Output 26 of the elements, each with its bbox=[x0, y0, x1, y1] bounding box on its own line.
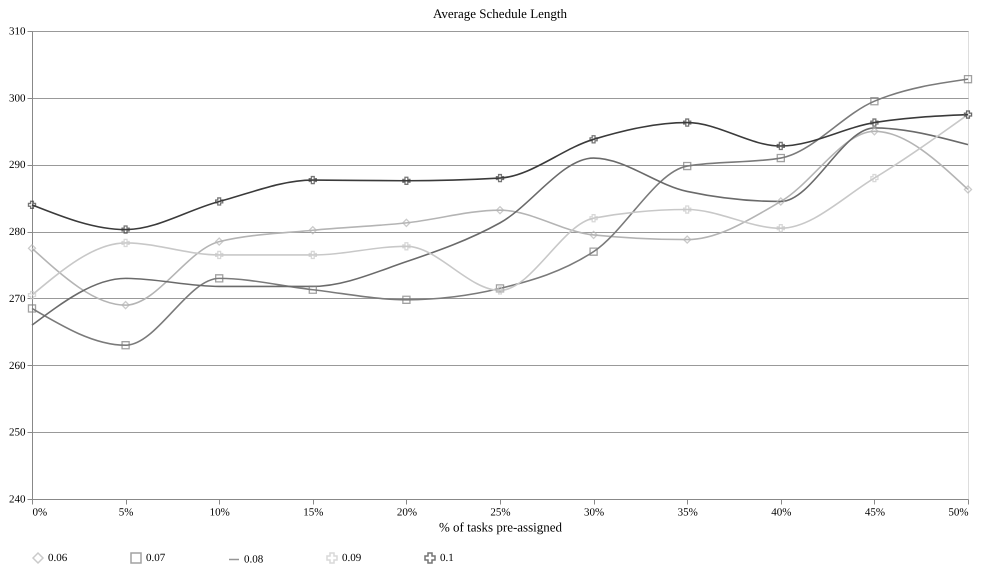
x-tick-label: 40% bbox=[771, 506, 792, 518]
x-tick-label: 5% bbox=[118, 506, 134, 518]
y-tick-label: 260 bbox=[9, 360, 26, 372]
y-tick-label: 300 bbox=[9, 92, 26, 104]
y-tick-label: 310 bbox=[9, 26, 26, 38]
x-tick-label: 45% bbox=[864, 506, 885, 518]
y-tick-label: 290 bbox=[9, 159, 26, 172]
y-tick-label: 270 bbox=[9, 292, 26, 305]
x-tick-label: 50% bbox=[948, 506, 968, 518]
x-tick-label: 0% bbox=[32, 506, 48, 518]
chart-title: Average Schedule Length bbox=[432, 6, 568, 21]
legend-label: 0.07 bbox=[146, 552, 166, 564]
x-tick-label: 30% bbox=[584, 506, 604, 518]
legend-label: 0.09 bbox=[342, 552, 362, 564]
y-tick-label: 240 bbox=[9, 494, 26, 506]
legend-label: 0.08 bbox=[244, 554, 264, 566]
x-axis-title: % of tasks pre-assigned bbox=[438, 520, 563, 534]
x-tick-label: 10% bbox=[210, 506, 230, 518]
y-tick-label: 280 bbox=[9, 226, 26, 238]
x-tick-label: 35% bbox=[678, 506, 698, 518]
x-tick-label: 20% bbox=[396, 506, 417, 518]
legend-label: 0.1 bbox=[440, 552, 454, 564]
legend-label: 0.06 bbox=[48, 552, 68, 564]
y-tick-label: 250 bbox=[9, 426, 26, 439]
x-tick-label: 25% bbox=[490, 506, 511, 518]
x-tick-label: 15% bbox=[303, 506, 324, 518]
